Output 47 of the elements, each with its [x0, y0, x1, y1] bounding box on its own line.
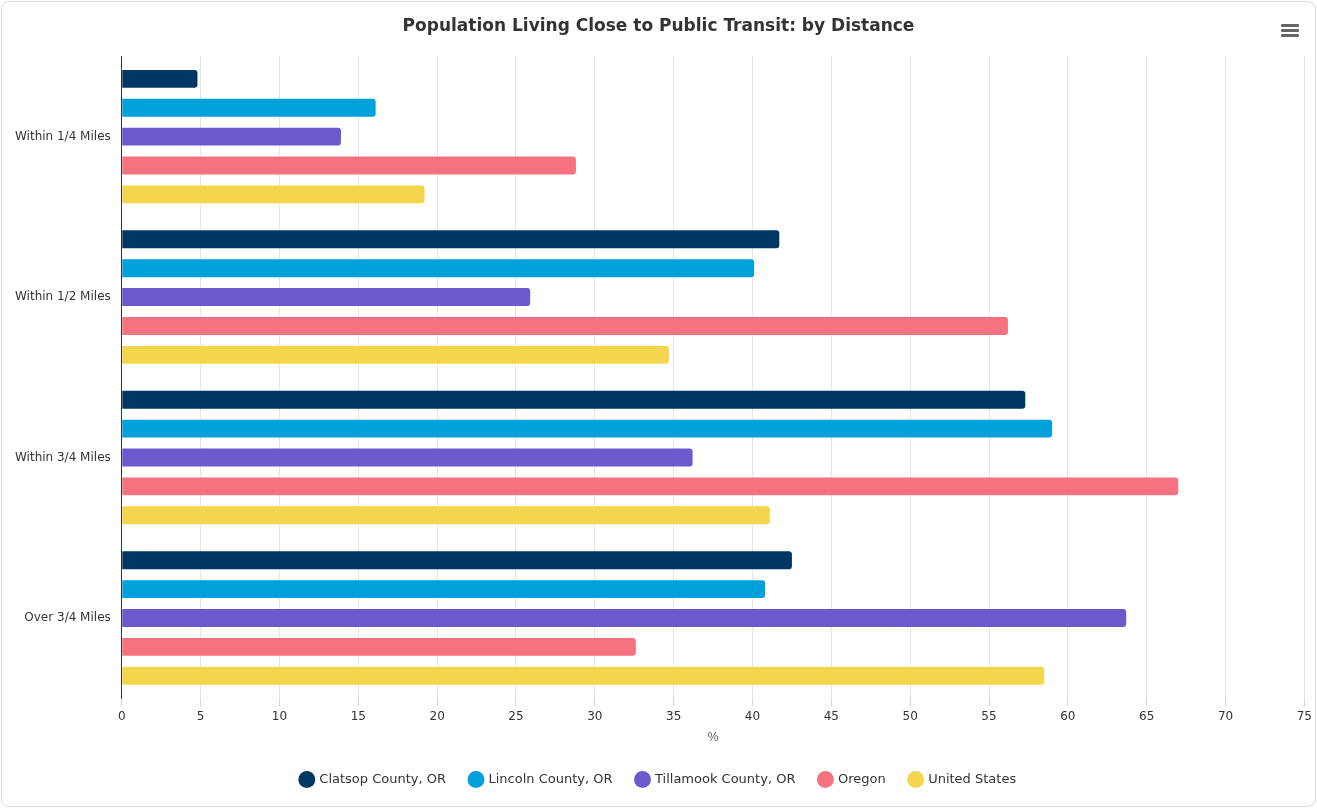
- bar: [122, 580, 766, 599]
- bar: [122, 69, 198, 88]
- bar: [122, 317, 1008, 335]
- legend-label: Oregon: [837, 770, 886, 786]
- legend-label: United States: [928, 770, 1017, 786]
- y-tick-label: Within 3/4 Miles: [14, 449, 111, 464]
- legend-label: Tillamook County, OR: [654, 770, 796, 786]
- legend-label: Clatsop County, OR: [319, 770, 447, 786]
- x-tick-label: 50: [902, 708, 918, 723]
- y-tick-label: Within 1/4 Miles: [14, 128, 111, 143]
- y-tick-label: Over 3/4 Miles: [24, 610, 111, 625]
- x-tick-label: 45: [823, 708, 839, 723]
- bar: [122, 98, 376, 117]
- bar: [122, 156, 576, 175]
- chart-title: Population Living Close to Public Transit: by Distance: [402, 14, 915, 35]
- x-tick-label: 70: [1217, 708, 1234, 723]
- bar: [122, 185, 425, 204]
- x-tick-label: 0: [117, 708, 126, 723]
- x-tick-label: 75: [1296, 708, 1313, 723]
- x-tick-label: 30: [587, 708, 603, 723]
- x-tick-label: 35: [666, 708, 682, 723]
- x-tick-label: 55: [981, 708, 997, 723]
- x-tick-label: 15: [350, 708, 366, 723]
- x-tick-label: 20: [429, 708, 445, 723]
- bar: [122, 609, 1127, 627]
- x-tick-label: 10: [271, 708, 288, 723]
- bar: [122, 230, 780, 249]
- y-tick-label: Within 1/2 Miles: [14, 289, 111, 304]
- bar: [122, 419, 1053, 438]
- bar: [122, 666, 1045, 685]
- x-tick-label: 65: [1139, 708, 1155, 723]
- x-tick-label: 40: [744, 708, 761, 723]
- bar: [122, 477, 1179, 496]
- bar: [122, 551, 792, 570]
- bar: [122, 448, 693, 467]
- legend-label: Lincoln County, OR: [488, 770, 613, 786]
- bar: [122, 259, 755, 278]
- bar: [122, 506, 770, 525]
- x-tick-label: 60: [1060, 708, 1076, 723]
- bar: [122, 127, 341, 146]
- x-axis-title: %: [707, 730, 719, 745]
- x-tick-label: 5: [196, 708, 205, 723]
- bar: [122, 288, 531, 307]
- bar: [122, 637, 636, 656]
- x-tick-label: 25: [508, 708, 524, 723]
- bar: [122, 345, 669, 364]
- bar: [122, 390, 1026, 409]
